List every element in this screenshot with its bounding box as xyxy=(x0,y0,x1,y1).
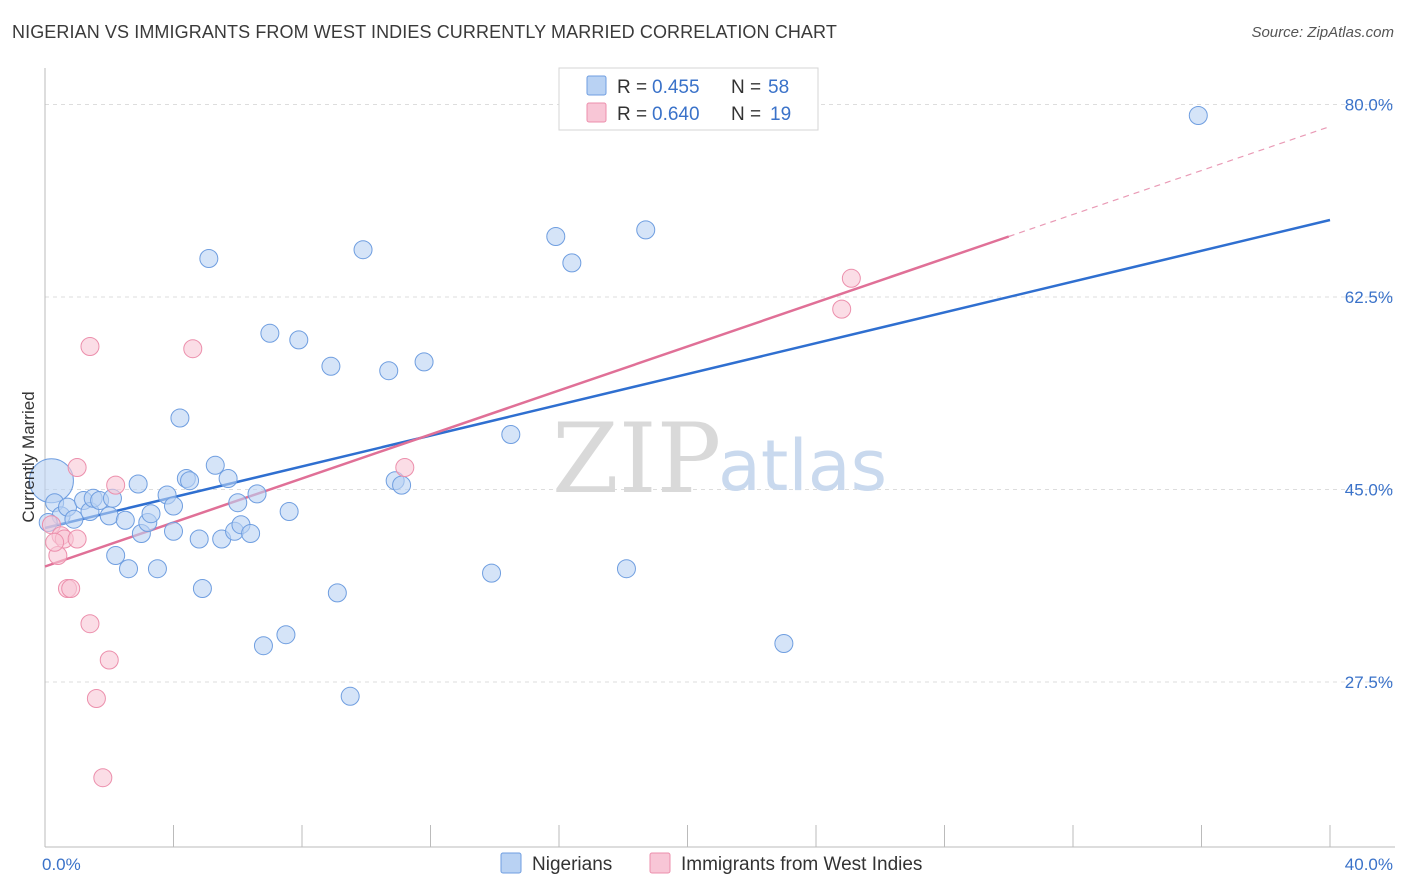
nigerians-point-35 xyxy=(247,484,267,504)
y-tick-label-3: 80.0% xyxy=(1345,96,1393,115)
y-tick-label-1: 45.0% xyxy=(1345,481,1393,500)
nigerians-point-42 xyxy=(327,583,347,603)
nigerians-point-43 xyxy=(340,686,360,706)
data-points xyxy=(28,106,1208,788)
nigerians-point-32 xyxy=(228,493,248,513)
y-tick-label-0: 27.5% xyxy=(1345,673,1393,692)
trend-line-extension-1 xyxy=(1008,125,1331,238)
west-indies-point-14 xyxy=(183,339,203,359)
legend-r-value-nigerians: 0.455 xyxy=(652,77,700,98)
series-legend-label-nigerians: Nigerians xyxy=(532,854,612,875)
y-tick-label-2: 62.5% xyxy=(1345,288,1393,307)
nigerians-point-36 xyxy=(253,636,273,656)
nigerians-point-41 xyxy=(321,356,341,376)
nigerians-point-9 xyxy=(99,506,119,526)
trend-lines xyxy=(44,125,1331,568)
axes xyxy=(44,68,1395,848)
nigerians-point-38 xyxy=(276,625,296,645)
legend-swatch-nigerians xyxy=(586,75,607,96)
west-indies-point-10 xyxy=(86,689,106,708)
nigerians-point-22 xyxy=(170,408,190,428)
chart-title: NIGERIAN VS IMMIGRANTS FROM WEST INDIES … xyxy=(12,22,837,42)
nigerians-point-26 xyxy=(192,579,212,598)
west-indies-point-13 xyxy=(106,475,126,495)
nigerians-point-37 xyxy=(260,323,280,343)
nigerians-point-4 xyxy=(64,509,84,529)
nigerians-point-18 xyxy=(147,559,167,579)
source-label: Source: ZipAtlas.com xyxy=(1251,24,1394,41)
nigerians-point-14 xyxy=(128,474,148,494)
nigerians-point-55 xyxy=(774,634,794,653)
watermark: ZIP atlas xyxy=(552,403,887,515)
nigerians-point-45 xyxy=(379,361,399,381)
nigerians-point-49 xyxy=(482,563,502,583)
west-indies-point-18 xyxy=(45,532,65,552)
legend-r-value-west-indies: 0.640 xyxy=(652,104,700,125)
nigerians-point-24 xyxy=(180,471,200,491)
west-indies-point-15 xyxy=(395,458,415,477)
west-indies-point-16 xyxy=(832,299,852,319)
nigerians-point-27 xyxy=(199,249,219,268)
nigerians-point-40 xyxy=(289,330,309,350)
nigerians-point-11 xyxy=(115,510,135,530)
series-legend-swatch-nigerians xyxy=(500,852,522,874)
west-indies-point-9 xyxy=(80,337,100,356)
watermark-zip: ZIP xyxy=(552,403,721,515)
nigerians-point-28 xyxy=(205,455,225,475)
nigerians-point-51 xyxy=(546,227,566,246)
nigerians-point-50 xyxy=(501,425,521,444)
nigerians-point-39 xyxy=(279,502,299,521)
nigerians-point-30 xyxy=(218,469,238,488)
west-indies-point-6 xyxy=(67,529,87,549)
legend-n-label-nigerians: N = xyxy=(731,77,761,98)
nigerians-point-54 xyxy=(636,220,656,240)
legend-r-label-nigerians: R = xyxy=(617,77,647,98)
nigerians-point-13 xyxy=(119,559,139,579)
west-indies-point-5 xyxy=(61,579,81,598)
legend-n-value-nigerians: 58 xyxy=(768,77,789,98)
x-tick-label-1: 40.0% xyxy=(1345,855,1393,874)
west-indies-point-17 xyxy=(841,268,861,288)
grid-lines xyxy=(45,104,1395,683)
legend-n-label-west-indies: N = xyxy=(731,104,761,125)
nigerians-point-25 xyxy=(189,529,209,549)
west-indies-point-11 xyxy=(93,768,113,788)
x-tick-label-0: 0.0% xyxy=(42,855,81,874)
legend-r-label-west-indies: R = xyxy=(617,104,647,125)
y-tick-labels: 27.5% 45.0% 62.5% 80.0% xyxy=(1345,96,1393,693)
nigerians-point-17 xyxy=(141,504,161,524)
nigerians-point-44 xyxy=(353,240,373,260)
x-tick-labels: 0.0% 40.0% xyxy=(42,855,1393,874)
nigerians-point-12 xyxy=(106,546,126,565)
nigerians-point-48 xyxy=(414,352,434,372)
nigerians-point-47 xyxy=(392,475,412,495)
nigerians-point-21 xyxy=(164,521,183,541)
legend-n-value-west-indies: 19 xyxy=(770,104,791,125)
nigerians-point-53 xyxy=(616,559,636,579)
series-legend-swatch-west-indies xyxy=(649,852,671,874)
legend-swatch-west-indies xyxy=(586,102,607,123)
y-axis-title: Currently Married xyxy=(19,391,38,522)
series-legend-label-west-indies: Immigrants from West Indies xyxy=(681,854,922,875)
west-indies-point-12 xyxy=(99,650,119,670)
trend-line-0 xyxy=(44,218,1331,530)
nigerians-point-20 xyxy=(164,496,183,516)
nigerians-point-56 xyxy=(1188,106,1208,125)
watermark-atlas: atlas xyxy=(718,425,887,507)
correlation-legend: R = 0.455 N = 58 R = 0.640 N = 19 xyxy=(558,67,819,131)
nigerians-point-34 xyxy=(241,524,261,543)
nigerians-point-52 xyxy=(562,253,582,273)
trend-line-1 xyxy=(44,235,1010,568)
west-indies-point-7 xyxy=(67,458,87,477)
west-indies-point-8 xyxy=(80,614,100,634)
series-legend: Nigerians Immigrants from West Indies xyxy=(500,852,922,875)
